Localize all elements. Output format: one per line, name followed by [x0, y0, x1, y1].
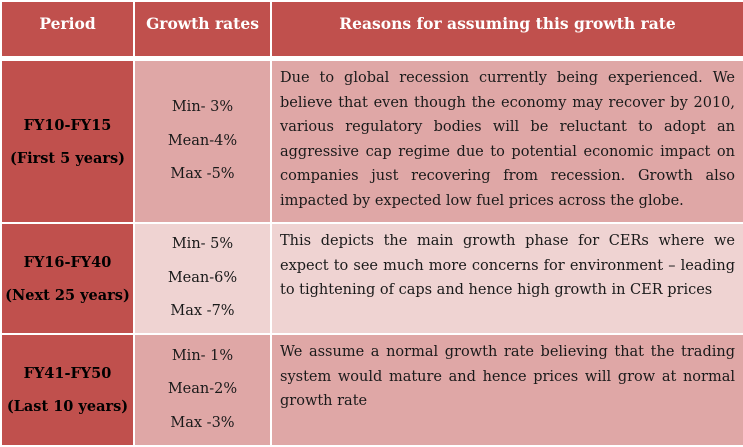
table-row: FY10-FY15 (First 5 years) Min- 3% Mean-4…: [0, 59, 743, 224]
period-cell: FY41-FY50 (Last 10 years): [0, 333, 135, 447]
table-row: FY16-FY40 (Next 25 years) Min- 5% Mean-6…: [0, 222, 743, 335]
period-span: (Next 25 years): [5, 286, 130, 304]
header-row: Period Growth rates Reasons for assuming…: [0, 0, 743, 58]
reason-cell: Due to global recession currently being …: [270, 59, 743, 224]
table-row: FY41-FY50 (Last 10 years) Min- 1% Mean-2…: [0, 333, 743, 447]
header-spacer: [1, 57, 743, 60]
header-period: Period: [0, 0, 135, 58]
rate-min: Min- 5%: [171, 236, 234, 253]
rate-max: Max -7%: [170, 303, 235, 320]
rate-mean: Mean-4%: [167, 132, 238, 149]
reason-cell: We assume a normal growth rate believing…: [270, 333, 743, 447]
period-label: FY16-FY40: [23, 253, 112, 271]
rate-mean: Mean-6%: [167, 269, 238, 286]
rate-mean: Mean-2%: [167, 381, 238, 398]
header-reasons: Reasons for assuming this growth rate: [270, 0, 743, 58]
growth-rates-cell: Min- 1% Mean-2% Max -3%: [133, 333, 272, 447]
rate-max: Max -5%: [170, 166, 235, 183]
period-cell: FY16-FY40 (Next 25 years): [0, 222, 135, 335]
period-span: (First 5 years): [9, 149, 126, 167]
reason-cell: This depicts the main growth phase for C…: [270, 222, 743, 335]
rate-min: Min- 1%: [171, 347, 234, 364]
period-label: FY41-FY50: [23, 365, 112, 382]
period-span: (Last 10 years): [6, 398, 129, 415]
growth-rates-cell: Min- 5% Mean-6% Max -7%: [133, 222, 272, 335]
rate-min: Min- 3%: [171, 99, 234, 116]
rate-max: Max -3%: [170, 414, 235, 431]
header-growth-rates: Growth rates: [133, 0, 272, 58]
period-label: FY10-FY15: [23, 116, 112, 134]
period-cell: FY10-FY15 (First 5 years): [0, 59, 135, 224]
growth-rates-cell: Min- 3% Mean-4% Max -5%: [133, 59, 272, 224]
